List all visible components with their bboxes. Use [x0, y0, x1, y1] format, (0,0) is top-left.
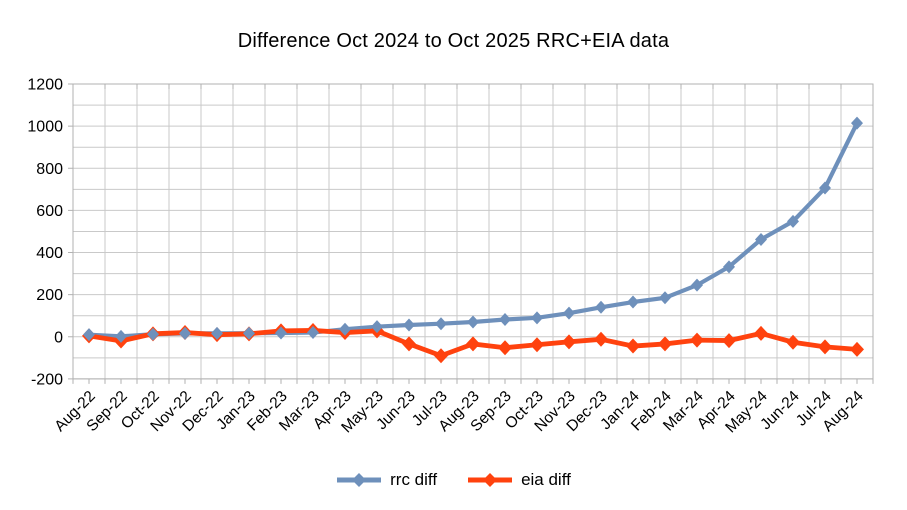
svg-text:1000: 1000: [27, 119, 63, 136]
series-markers-eia-diff: [82, 322, 864, 364]
svg-text:800: 800: [36, 161, 63, 178]
svg-text:-200: -200: [31, 371, 63, 388]
legend-item-rrc: rrc diff: [336, 470, 437, 490]
legend-marker-eia-icon: [468, 473, 513, 487]
svg-text:600: 600: [36, 203, 63, 220]
series-line-rrc-diff: [88, 122, 859, 339]
series-markers-rrc-diff: [83, 116, 863, 343]
svg-text:400: 400: [36, 245, 63, 262]
y-gridlines: [73, 83, 873, 380]
legend-marker-rrc-icon: [337, 473, 382, 487]
legend-label-rrc: rrc diff: [390, 470, 438, 489]
x-tick-labels: Aug-22Sep-22Oct-22Nov-22Dec-22Jan-23Feb-…: [51, 387, 867, 436]
legend-label-eia: eia diff: [521, 470, 571, 489]
axis-ticks: [68, 83, 874, 384]
svg-text:1200: 1200: [27, 77, 63, 94]
legend: rrc diff eia diff: [0, 470, 907, 490]
chart-title: Difference Oct 2024 to Oct 2025 RRC+EIA …: [237, 30, 670, 52]
svg-text:0: 0: [54, 329, 63, 346]
svg-text:200: 200: [36, 287, 63, 304]
y-tick-labels: 1200 1000 800 600 400 200 0 -200: [27, 77, 63, 389]
legend-item-eia: eia diff: [467, 470, 571, 490]
